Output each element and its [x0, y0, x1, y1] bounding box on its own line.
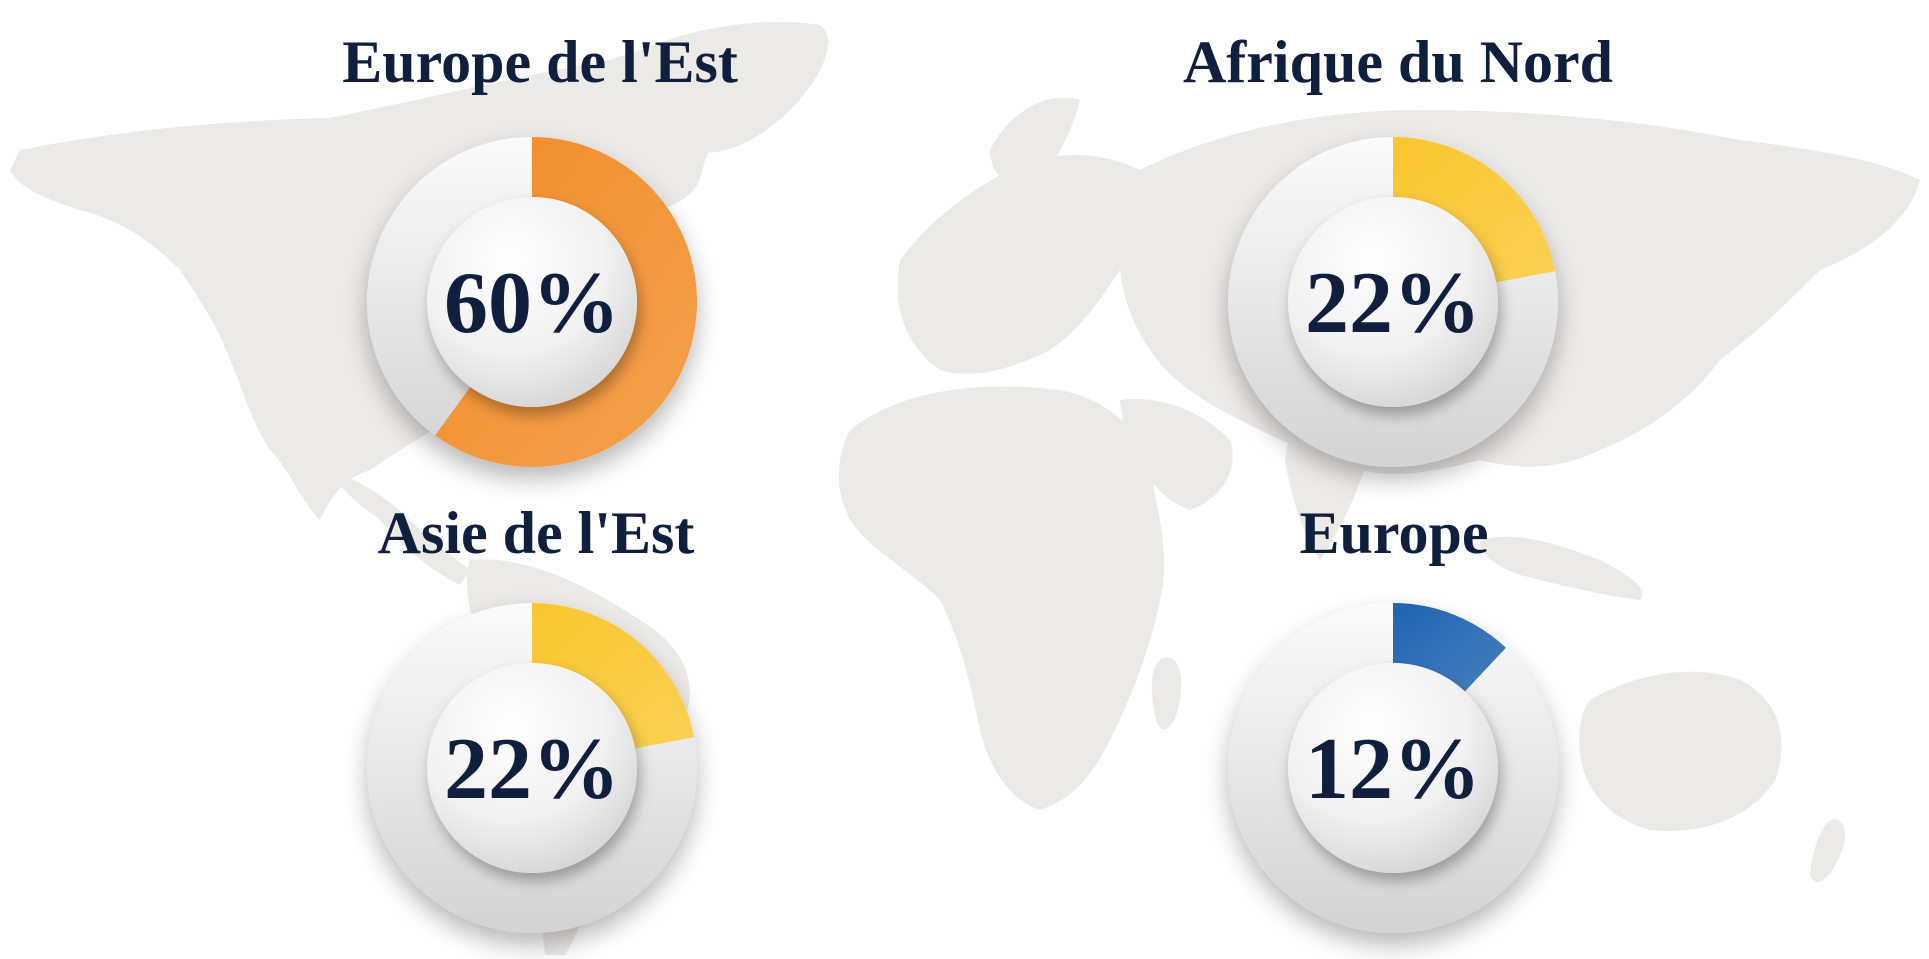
- arabia-shape: [1120, 399, 1233, 510]
- new-zealand-shape: [1810, 819, 1846, 883]
- gauge-value-arc: [532, 603, 695, 749]
- gauge-percent-label: 22%: [444, 721, 620, 818]
- gauge-inner-disc: [1288, 197, 1498, 407]
- gauge-inner-disc: [427, 197, 637, 407]
- gauge-title: Europe de l'Est: [342, 29, 738, 95]
- gauge-percent-label: 60%: [444, 255, 620, 352]
- gauge-inner-disc: [1288, 663, 1498, 873]
- donut-gauge: 60%: [362, 132, 702, 472]
- gauge-percent-label: 12%: [1305, 721, 1481, 818]
- greenland-shape: [610, 22, 829, 153]
- scandinavia-shape: [990, 97, 1080, 190]
- gauge-percent-label: 22%: [1305, 255, 1481, 352]
- africa-shape: [838, 386, 1165, 810]
- gauge-title: Europe: [1299, 500, 1489, 566]
- madagascar-shape: [1151, 657, 1182, 730]
- southeast-asia-shape: [1479, 536, 1643, 600]
- gauge-value-arc: [435, 137, 697, 467]
- europe-shape: [897, 155, 1151, 374]
- gauge-value-arc: [1393, 603, 1506, 692]
- gauge-title: Afrique du Nord: [1182, 29, 1614, 95]
- japan-shape: [1671, 297, 1702, 379]
- gauge-title: Asie de l'Est: [377, 500, 695, 566]
- gauge-value-arc: [1393, 137, 1556, 283]
- donut-gauge: 22%: [362, 598, 702, 938]
- gauge-inner-disc: [427, 663, 637, 873]
- donut-gauge: 12%: [1223, 598, 1563, 938]
- central-america-shape: [330, 470, 470, 585]
- donut-gauge: 22%: [1223, 132, 1563, 472]
- australia-shape: [1579, 671, 1782, 831]
